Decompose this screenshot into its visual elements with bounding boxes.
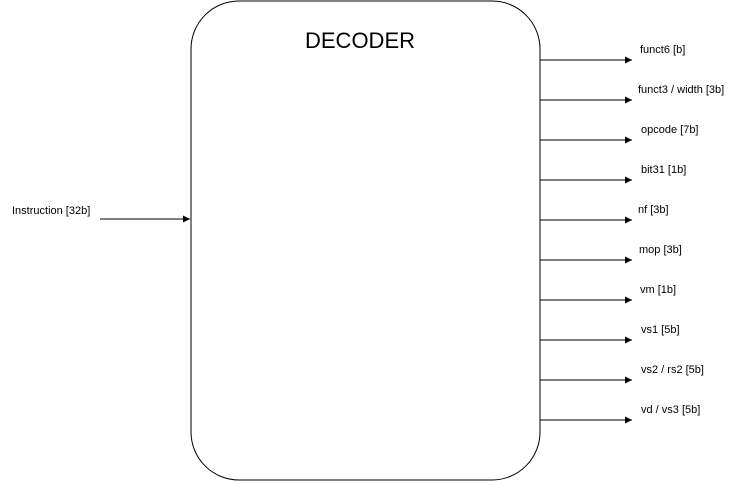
output-label: funct3 / width [3b] xyxy=(638,84,725,96)
output-label: vs2 / rs2 [5b] xyxy=(641,364,704,376)
output-label: bit31 [1b] xyxy=(641,164,687,176)
decoder-title: DECODER xyxy=(305,28,416,53)
input-label: Instruction [32b] xyxy=(12,205,91,217)
output-label: mop [3b] xyxy=(639,244,682,256)
output-label: vm [1b] xyxy=(640,284,677,296)
output-label: nf [3b] xyxy=(638,204,669,216)
decoder-block xyxy=(190,0,541,481)
output-label: vs1 [5b] xyxy=(641,324,680,336)
output-label: opcode [7b] xyxy=(641,124,699,136)
output-label: funct6 [b] xyxy=(640,44,686,56)
output-label: vd / vs3 [5b] xyxy=(641,404,701,416)
